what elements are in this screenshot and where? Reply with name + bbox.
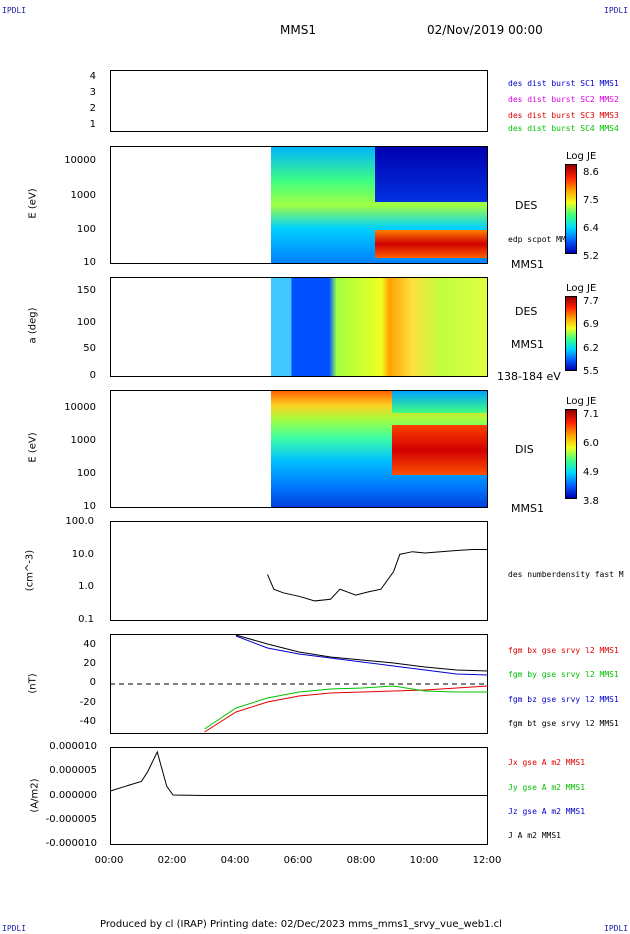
- des-energy-ytick: 10: [83, 257, 96, 268]
- des-energy-colorbar-title: Log JE: [566, 151, 597, 162]
- dis-energy-colorbar: [565, 409, 577, 499]
- dis-energy-hot-band: [392, 425, 487, 475]
- magnetic-ytick: 0: [89, 677, 96, 688]
- current-series-J: [109, 750, 488, 797]
- dis-energy-colorbar-title: Log JE: [566, 396, 597, 407]
- time-tick: 12:00: [472, 855, 502, 866]
- time-tick: 02:00: [157, 855, 187, 866]
- des-energy-low-flux-band: [375, 147, 487, 202]
- des-energy-cbar-tick: 7.5: [583, 195, 599, 206]
- des-energy-instrument: DES: [515, 199, 538, 212]
- burst-label-sc3: des dist burst SC3 MMS3: [508, 111, 619, 120]
- des-pitch-cbar-tick: 6.2: [583, 343, 599, 354]
- burst-ytick: 3: [89, 87, 96, 98]
- density-label: des numberdensity fast M: [508, 570, 624, 579]
- dis-energy-instrument: DIS: [515, 443, 534, 456]
- dis-energy-ytick: 1000: [70, 435, 96, 446]
- des-energy-cbar-tick: 6.4: [583, 223, 599, 234]
- magnetic-label-by: fgm by gse srvy l2 MMS1: [508, 670, 619, 679]
- dis-energy-high-band: [392, 391, 487, 413]
- spacecraft-title: MMS1: [280, 23, 316, 37]
- burst-label-sc1: des dist burst SC1 MMS1: [508, 79, 619, 88]
- des-pitch-ytick: 100: [76, 317, 96, 328]
- des-pitch-spectrogram: [110, 277, 488, 377]
- corner-tag-top-right: IPDLI: [604, 6, 629, 15]
- time-tick: 00:00: [94, 855, 124, 866]
- des-energy-colorbar: [565, 164, 577, 254]
- des-pitch-ytick: 150: [76, 285, 96, 296]
- corner-tag-bottom-right: IPDLI: [604, 924, 629, 933]
- dis-energy-cbar-tick: 7.1: [583, 409, 599, 420]
- des-pitch-instrument: DES: [515, 305, 538, 318]
- corner-tag-bottom-left: IPDLI: [2, 924, 27, 933]
- des-energy-cbar-tick: 5.2: [583, 251, 599, 262]
- des-pitch-colorbar-title: Log JE: [566, 283, 597, 294]
- des-pitch-ytick: 0: [89, 370, 96, 381]
- current-label-jx: Jx gse A m2 MMS1: [508, 758, 586, 767]
- des-pitch-energy-range: 138-184 eV: [497, 370, 561, 383]
- current-ytick: 0.000010: [49, 741, 97, 752]
- des-pitch-cbar-tick: 7.7: [583, 296, 599, 307]
- density-ytick: 0.1: [78, 614, 94, 625]
- magnetic-ytick: 40: [83, 639, 96, 650]
- dis-energy-spacecraft: MMS1: [511, 502, 544, 515]
- des-energy-hot-band: [375, 230, 487, 258]
- burst-ytick: 4: [89, 71, 96, 82]
- magnetic-ytick: -20: [79, 697, 96, 708]
- time-tick: 08:00: [346, 855, 376, 866]
- magnetic-label-bt: fgm bt gse srvy l2 MMS1: [508, 719, 619, 728]
- density-series-line: [267, 548, 488, 602]
- dis-energy-cbar-tick: 3.8: [583, 496, 599, 507]
- des-energy-secondary: edp scpot MMS1: [508, 235, 576, 244]
- magnetic-series-bz: [235, 635, 489, 676]
- current-label-jy: Jy gse A m2 MMS1: [508, 783, 586, 792]
- des-energy-ytick: 1000: [70, 190, 96, 201]
- current-label-jz: Jz gse A m2 MMS1: [508, 807, 586, 816]
- current-ytick: 0.000000: [49, 790, 97, 801]
- magnetic-ytick: -40: [79, 716, 96, 727]
- dis-energy-ytick: 100: [76, 468, 96, 479]
- des-pitch-cbar-tick: 5.5: [583, 366, 599, 377]
- footer-text: Produced by cl (IRAP) Printing date: 02/…: [100, 919, 502, 930]
- time-tick: 06:00: [283, 855, 313, 866]
- corner-tag-top-left: IPDLI: [2, 6, 27, 15]
- datetime-title: 02/Nov/2019 00:00: [427, 23, 543, 37]
- magnetic-series-bx: [204, 685, 489, 733]
- current-ytick: -0.000005: [45, 814, 97, 825]
- time-tick: 10:00: [409, 855, 439, 866]
- dis-energy-ytick: 10000: [64, 402, 96, 413]
- burst-label-sc2: des dist burst SC2 MMS2: [508, 95, 619, 104]
- current-ytick: 0.000005: [49, 765, 97, 776]
- density-ytick: 10.0: [71, 549, 94, 560]
- dis-energy-cbar-tick: 6.0: [583, 438, 599, 449]
- magnetic-series-bt: [235, 634, 489, 672]
- des-pitch-cbar-tick: 6.9: [583, 319, 599, 330]
- des-energy-ytick: 100: [76, 224, 96, 235]
- des-energy-cbar-tick: 8.6: [583, 167, 599, 178]
- dis-energy-cbar-tick: 4.9: [583, 467, 599, 478]
- des-pitch-colorbar: [565, 296, 577, 371]
- burst-ytick: 2: [89, 103, 96, 114]
- current-ytick: -0.000010: [45, 838, 97, 849]
- magnetic-label-bz: fgm bz gse srvy l2 MMS1: [508, 695, 619, 704]
- density-ytick: 1.0: [78, 581, 94, 592]
- density-panel: [110, 521, 488, 621]
- current-label-j: J A m2 MMS1: [508, 831, 561, 840]
- burst-label-sc4: des dist burst SC4 MMS4: [508, 124, 619, 133]
- magnetic-label-bx: fgm bx gse srvy l2 MMS1: [508, 646, 619, 655]
- time-tick: 04:00: [220, 855, 250, 866]
- des-energy-spacecraft: MMS1: [511, 258, 544, 271]
- des-energy-ytick: 10000: [64, 155, 96, 166]
- magnetic-ytick: 20: [83, 658, 96, 669]
- dis-energy-ytick: 10: [83, 501, 96, 512]
- des-pitch-spacecraft: MMS1: [511, 338, 544, 351]
- burst-panel: [110, 70, 488, 132]
- des-pitch-ytick: 50: [83, 343, 96, 354]
- burst-ytick: 1: [89, 119, 96, 130]
- magnetic-series-by: [204, 685, 488, 730]
- density-ytick: 100.0: [65, 516, 94, 527]
